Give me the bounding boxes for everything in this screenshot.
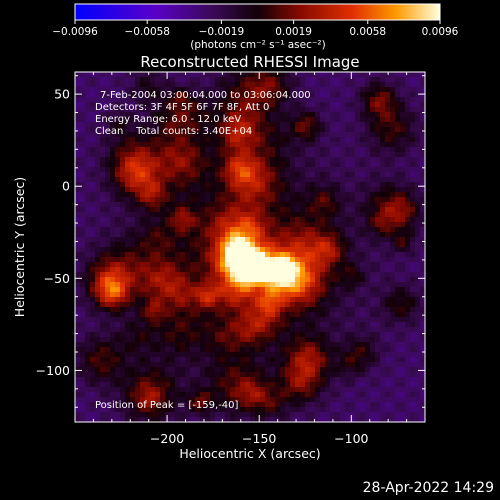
colorbar: −0.0096 −0.0058 −0.0019 0.0019 0.0058 0.0096 …: [52, 3, 459, 51]
chart-title: Reconstructed RHESSI Image: [140, 53, 359, 71]
y-tick-label: −50: [44, 271, 70, 286]
plot-frame: [74, 71, 426, 423]
x-axis-label: Heliocentric X (arcsec): [179, 446, 320, 461]
y-tick-label: 50: [54, 87, 70, 102]
x-tick-label: −100: [334, 431, 368, 446]
annotations: 7-Feb-2004 03:00:04.000 to 03:06:04.000 …: [95, 90, 311, 411]
colorbar-tick-label: 0.0058: [349, 26, 386, 38]
annotation-detectors: Detectors: 3F 4F 5F 6F 7F 8F, Att 0: [95, 102, 269, 113]
date-stamp: 28-Apr-2022 14:29: [362, 480, 494, 496]
colorbar-gradient: [74, 3, 441, 21]
colorbar-tick-label: 0.0096: [422, 26, 459, 38]
heatmap-image: [75, 72, 425, 422]
annotation-time-range: 7-Feb-2004 03:00:04.000 to 03:06:04.000: [100, 90, 311, 101]
x-tick-label: −200: [150, 431, 184, 446]
x-tick-label: −150: [242, 431, 276, 446]
annotation-energy: Energy Range: 6.0 - 12.0 keV: [95, 114, 241, 125]
annotation-clean: Clean Total counts: 3.40E+04: [95, 126, 252, 137]
colorbar-tick-label: 0.0019: [275, 26, 312, 38]
colorbar-tick-label: −0.0019: [199, 26, 245, 38]
colorbar-tick-label: −0.0058: [124, 26, 170, 38]
colorbar-tick-label: −0.0096: [52, 26, 98, 38]
y-tick-label: −100: [36, 363, 70, 378]
annotation-peak: Position of Peak = [-159,-40]: [95, 400, 239, 411]
colorbar-ticks: −0.0096 −0.0058 −0.0019 0.0019 0.0058 0.0096: [52, 20, 459, 38]
colorbar-unit-label: (photons cm⁻² s⁻¹ asec⁻²): [190, 39, 325, 51]
y-axis-label: Heliocentric Y (arcsec): [12, 177, 27, 317]
y-tick-label: 0: [62, 179, 70, 194]
axis-ticks: −200 −150 −100 −100 −50 0 50: [36, 72, 425, 446]
